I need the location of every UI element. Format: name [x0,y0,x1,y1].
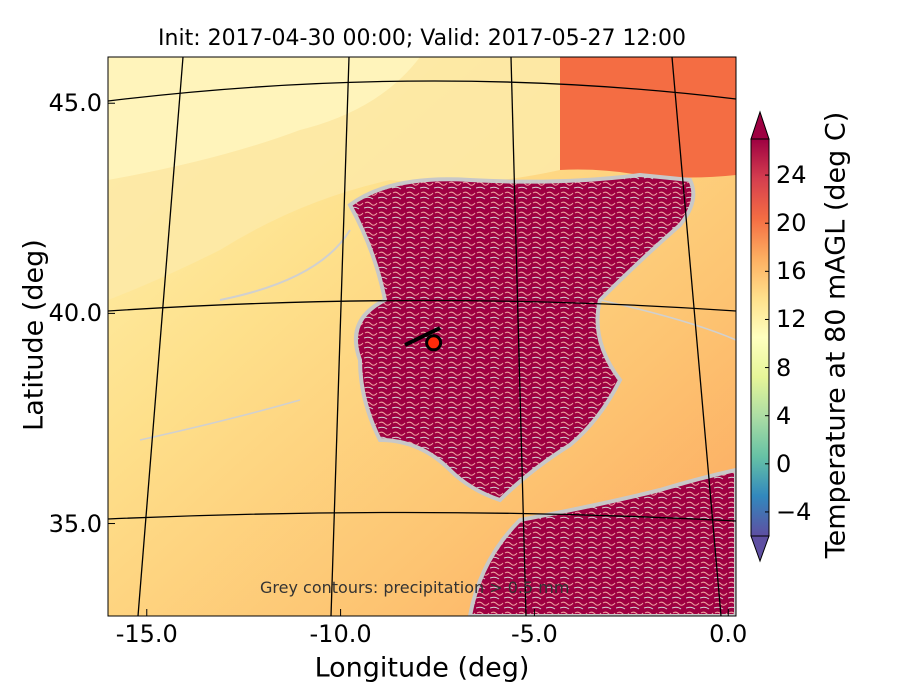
y-tick-label: 35.0 [48,509,102,538]
colorbar-tick-label: 20 [776,209,807,238]
parallel-line [108,511,736,522]
y-tick-label: 40.0 [48,299,102,328]
colorbar-tick-label: 24 [776,161,807,190]
iberia-land [347,172,696,503]
colorbar-frame [750,138,770,537]
france-land [560,57,736,178]
meridian-line [137,57,184,616]
x-axis-title: Longitude (deg) [314,652,530,684]
y-axis-title: Latitude (deg) [18,239,50,431]
colorbar-tick-label: 4 [776,401,792,430]
meridian-line [510,57,527,616]
parallel-line [108,80,736,102]
plot-title: Init: 2017-04-30 00:00; Valid: 2017-05-2… [158,26,686,51]
colorbar-extend-max [750,110,770,140]
colorbar [750,110,770,563]
x-tick-label: -15.0 [115,620,178,648]
colorbar-extend-min [750,535,770,563]
y-tick-label: 45.0 [48,89,102,118]
colorbar-tick-label: 0 [776,449,792,478]
site-marker-track [404,326,441,347]
precip-contour [219,229,351,301]
coolest-ocean-patch [108,57,420,180]
map-frame [107,56,737,617]
colorbar-tick-label: 16 [776,257,807,286]
colorbar-tick-label: 8 [776,353,792,382]
graticule [108,57,736,616]
map-annotation: Grey contours: precipitation > 0.5 mm [260,578,569,597]
x-tick-label: -10.0 [309,620,372,648]
meridian-line [671,57,722,616]
colorbar-body [751,139,769,536]
site-marker [404,326,443,352]
site-marker-dot [425,334,443,352]
colorbar-tick-label: 12 [776,305,807,334]
x-tick-label: 0.0 [709,620,748,648]
colorbar-tick-label: −4 [776,497,812,526]
precip-contour [139,399,301,441]
meridian-line [330,57,350,616]
parallel-line [108,299,736,312]
x-tick-label: -5.0 [510,620,558,648]
colorbar-title: Temperature at 80 mAGL (deg C) [820,111,852,559]
africa-land [467,467,736,616]
